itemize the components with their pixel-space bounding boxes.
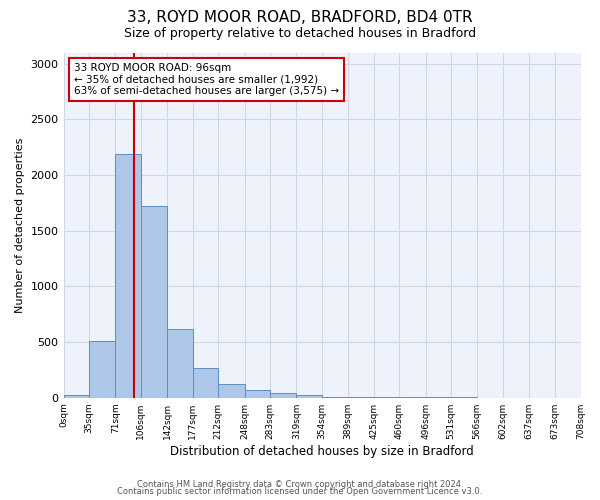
Bar xyxy=(374,397,400,398)
Bar xyxy=(322,396,347,398)
Bar xyxy=(89,341,115,398)
X-axis label: Distribution of detached houses by size in Bradford: Distribution of detached houses by size … xyxy=(170,444,474,458)
Y-axis label: Number of detached properties: Number of detached properties xyxy=(15,138,25,313)
Bar xyxy=(270,392,296,398)
Text: Contains public sector information licensed under the Open Government Licence v3: Contains public sector information licen… xyxy=(118,487,482,496)
Bar xyxy=(296,396,322,398)
Text: Contains HM Land Registry data © Crown copyright and database right 2024.: Contains HM Land Registry data © Crown c… xyxy=(137,480,463,489)
Bar xyxy=(167,328,193,398)
Text: 33 ROYD MOOR ROAD: 96sqm
← 35% of detached houses are smaller (1,992)
63% of sem: 33 ROYD MOOR ROAD: 96sqm ← 35% of detach… xyxy=(74,63,339,96)
Bar xyxy=(218,384,245,398)
Text: 33, ROYD MOOR ROAD, BRADFORD, BD4 0TR: 33, ROYD MOOR ROAD, BRADFORD, BD4 0TR xyxy=(127,10,473,25)
Bar xyxy=(141,206,167,398)
Bar xyxy=(193,368,218,398)
Bar xyxy=(115,154,141,398)
Text: Size of property relative to detached houses in Bradford: Size of property relative to detached ho… xyxy=(124,28,476,40)
Bar xyxy=(347,397,374,398)
Bar xyxy=(64,396,89,398)
Bar xyxy=(245,390,270,398)
